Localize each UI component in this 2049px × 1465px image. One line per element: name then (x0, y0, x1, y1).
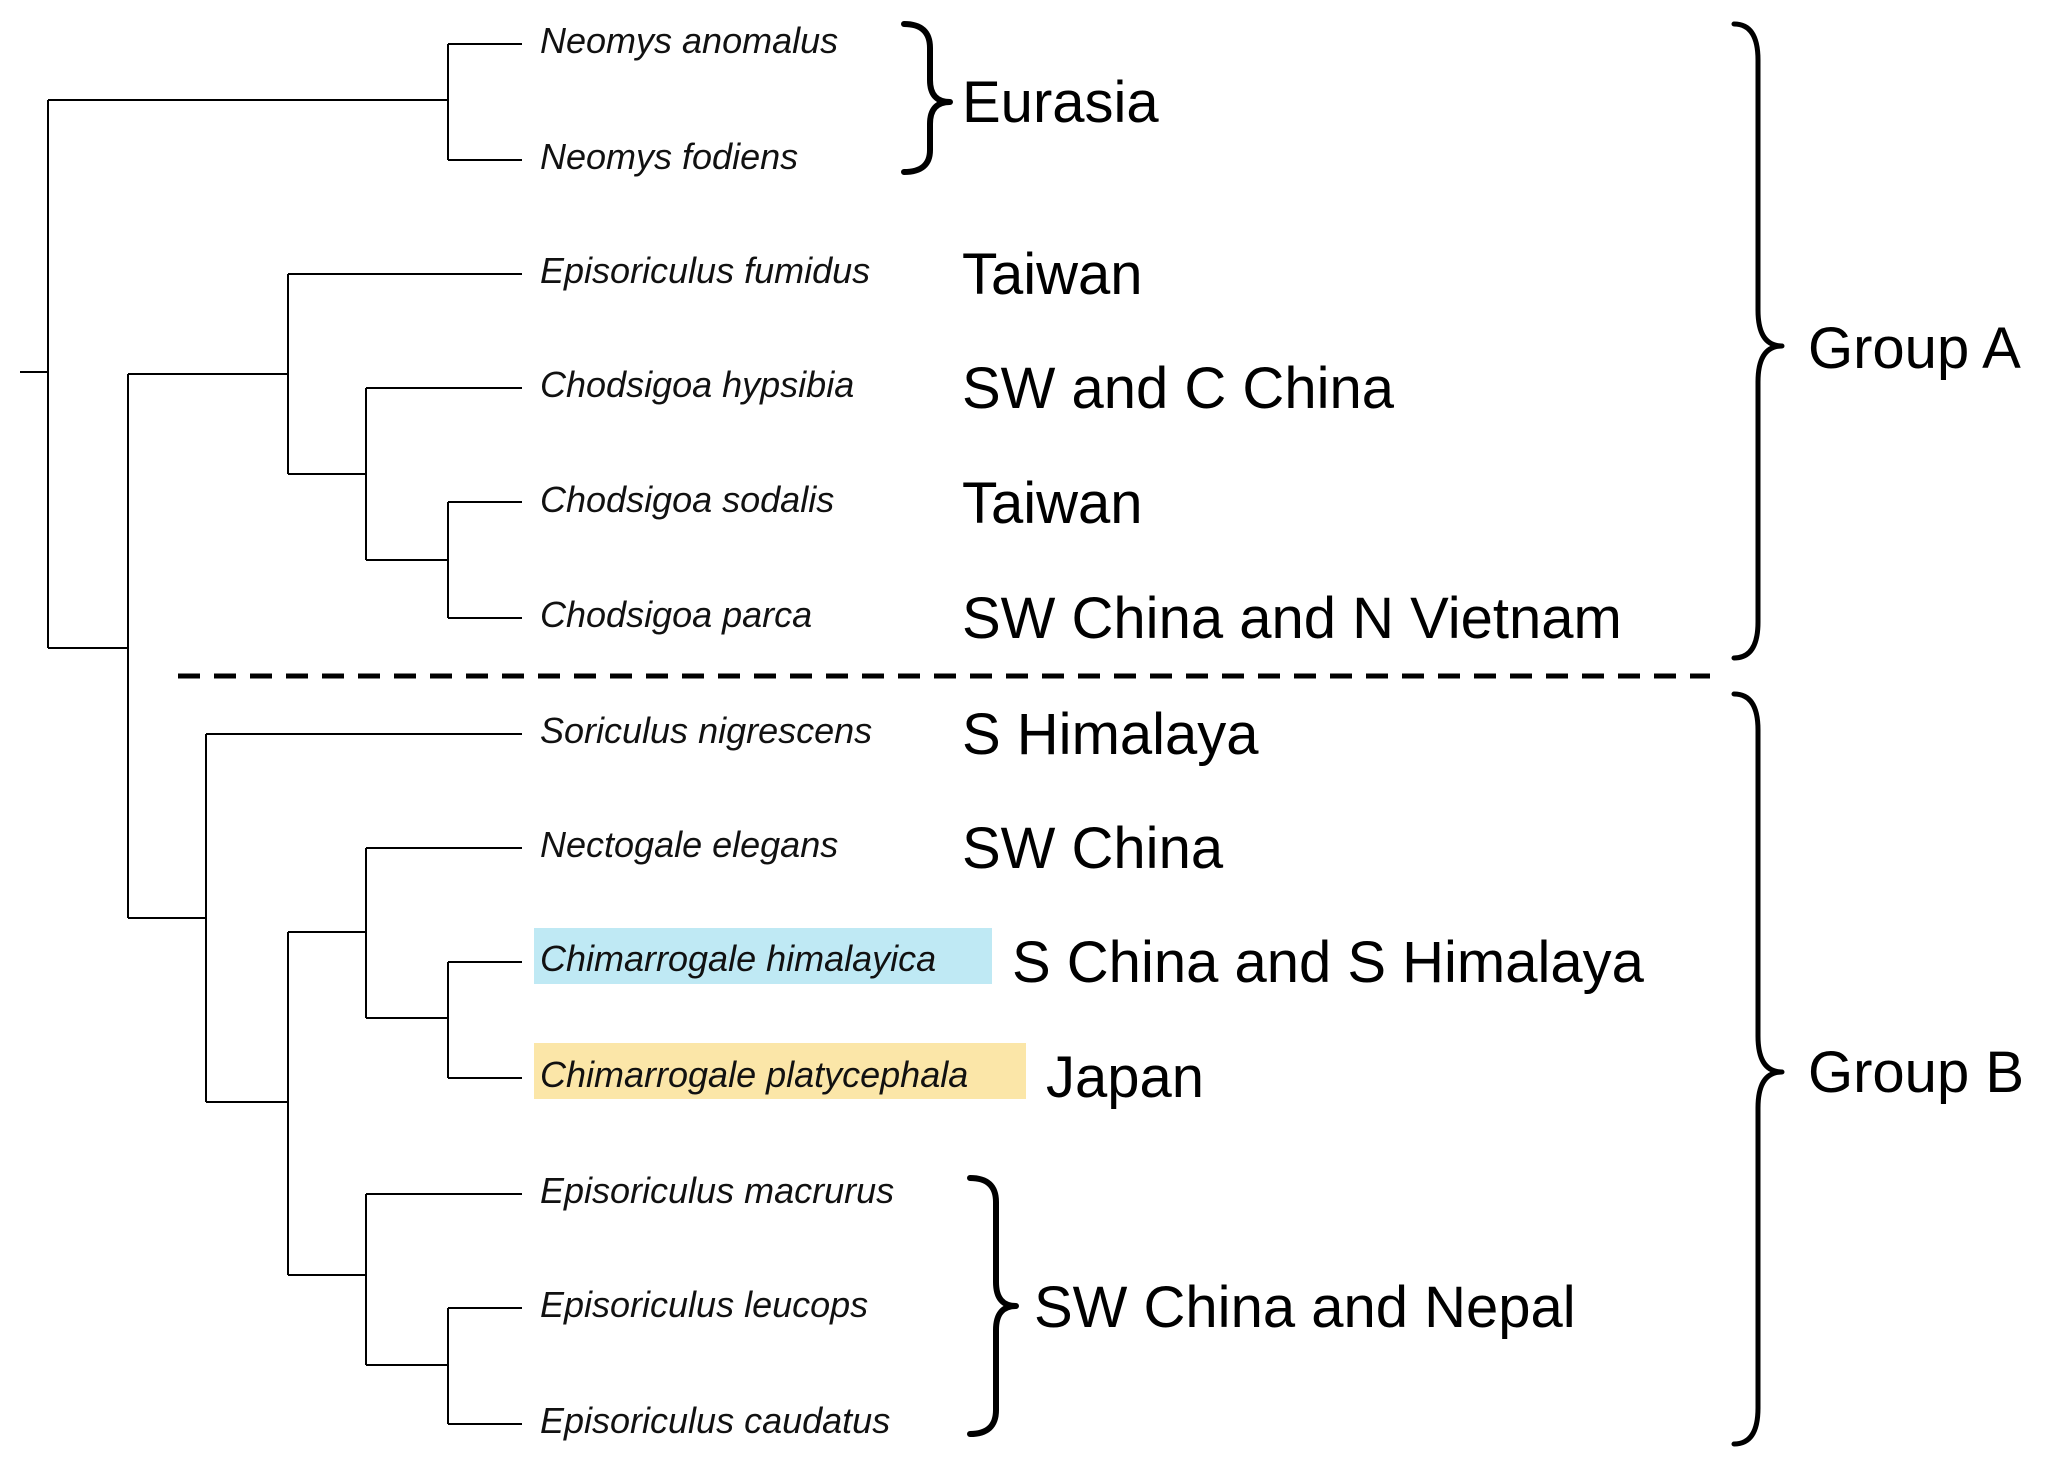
group-b-brace (1731, 691, 1785, 1447)
taxon-label: Episoriculus fumidus (540, 250, 870, 291)
region-label-s-china-s-himalaya: S China and S Himalaya (1012, 930, 1645, 995)
small-braces (901, 21, 1019, 1437)
taxon-label: Neomys anomalus (540, 20, 838, 61)
eurasia-brace (901, 21, 953, 175)
taxon-label: Episoriculus macrurus (540, 1170, 894, 1211)
sw-china-nepal-brace (967, 1175, 1019, 1437)
group-a-label: Group A (1808, 316, 2021, 381)
region-label-sw-china-n-vietnam: SW China and N Vietnam (962, 586, 1622, 651)
region-label-sw-china: SW China (962, 816, 1224, 881)
group-a-brace (1731, 21, 1785, 661)
region-label-japan: Japan (1046, 1045, 1204, 1110)
region-label-s-himalaya: S Himalaya (962, 702, 1259, 767)
group-braces (1731, 21, 1785, 1447)
highlight-chimarrogale-platycephala (534, 1043, 1026, 1099)
taxon-label: Episoriculus caudatus (540, 1400, 890, 1441)
region-label-taiwan: Taiwan (962, 242, 1143, 307)
taxon-label: Episoriculus leucops (540, 1284, 868, 1325)
taxon-label: Chodsigoa parca (540, 594, 812, 635)
taxon-label: Neomys fodiens (540, 136, 798, 177)
taxon-labels: Neomys anomalus Neomys fodiens Episoricu… (540, 20, 968, 1441)
taxon-label: Chodsigoa sodalis (540, 479, 834, 520)
region-label-sw-c-china: SW and C China (962, 356, 1395, 421)
region-labels: Eurasia Taiwan SW and C China Taiwan SW … (962, 70, 1645, 1340)
taxon-label: Soriculus nigrescens (540, 710, 872, 751)
taxon-label: Nectogale elegans (540, 824, 838, 865)
highlight-chimarrogale-himalayica (534, 928, 992, 984)
tree-branches (20, 43, 522, 1425)
taxon-label: Chimarrogale himalayica (540, 938, 936, 979)
region-label-eurasia: Eurasia (962, 70, 1159, 135)
region-label-taiwan: Taiwan (962, 471, 1143, 536)
region-label-sw-china-nepal: SW China and Nepal (1034, 1275, 1576, 1340)
group-b-label: Group B (1808, 1040, 2024, 1105)
taxon-label: Chimarrogale platycephala (540, 1054, 968, 1095)
taxon-label: Chodsigoa hypsibia (540, 364, 854, 405)
